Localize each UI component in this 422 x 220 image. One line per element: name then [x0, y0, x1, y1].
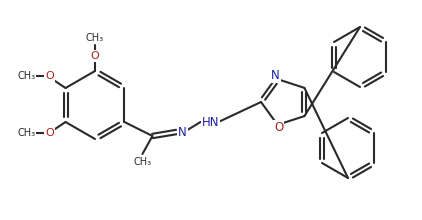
Text: CH₃: CH₃ [86, 33, 104, 43]
Text: CH₃: CH₃ [133, 157, 151, 167]
Text: HN: HN [202, 116, 219, 128]
Text: O: O [91, 51, 99, 61]
Text: N: N [178, 125, 187, 139]
Text: CH₃: CH₃ [17, 128, 35, 138]
Text: O: O [274, 121, 283, 134]
Text: CH₃: CH₃ [17, 71, 35, 81]
Text: O: O [45, 71, 54, 81]
Text: O: O [45, 128, 54, 138]
Text: N: N [271, 69, 280, 82]
